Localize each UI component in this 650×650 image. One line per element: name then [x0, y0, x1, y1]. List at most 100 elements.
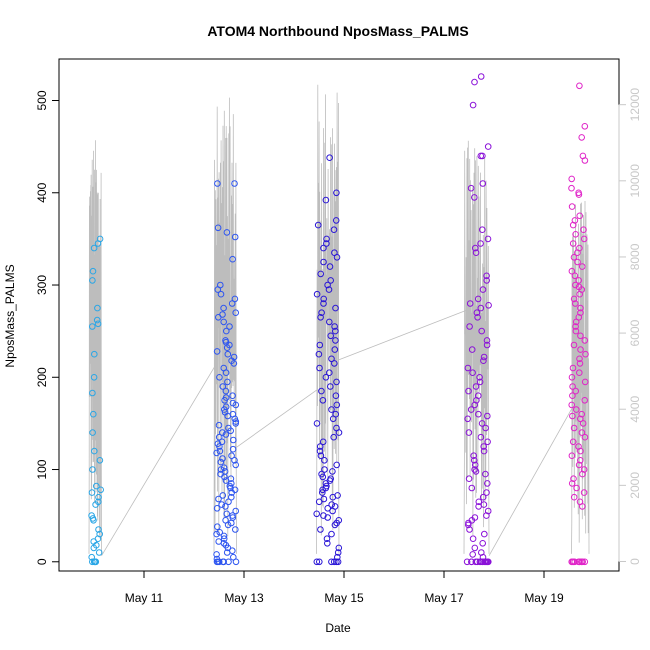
data-point — [464, 364, 472, 372]
data-point — [331, 323, 338, 330]
data-point — [484, 480, 491, 487]
data-point — [472, 468, 480, 475]
data-point — [465, 387, 472, 395]
data-point — [332, 217, 340, 224]
data-point — [569, 240, 577, 247]
data-point — [477, 433, 485, 441]
data-point — [328, 530, 335, 538]
data-point — [577, 457, 584, 464]
data-point — [313, 510, 321, 518]
data-point — [568, 374, 576, 381]
data-point — [328, 501, 336, 508]
data-point — [91, 447, 98, 455]
altitude-line-segment — [571, 200, 590, 554]
y2-tick-label: 12000 — [628, 88, 642, 122]
data-point — [323, 235, 330, 243]
data-point — [326, 263, 334, 270]
data-point — [576, 290, 584, 298]
data-point — [471, 78, 478, 86]
data-point — [97, 486, 104, 494]
data-point — [469, 101, 477, 109]
y-tick-label: 0 — [35, 558, 49, 565]
data-point — [230, 436, 237, 444]
data-point — [473, 309, 481, 317]
altitude-line-segment — [463, 140, 490, 554]
data-point — [333, 189, 340, 197]
data-point — [476, 374, 483, 381]
data-point — [581, 157, 589, 164]
y2-tick-label: 0 — [628, 558, 642, 565]
data-point — [578, 429, 586, 436]
data-point — [214, 224, 222, 232]
data-point — [324, 505, 332, 512]
data-point — [217, 290, 225, 298]
y-tick-label: 200 — [35, 367, 49, 387]
y2-tick-label: 8000 — [628, 243, 642, 270]
data-point — [232, 309, 239, 317]
data-point — [330, 433, 338, 441]
data-point — [217, 458, 225, 466]
data-point — [466, 300, 474, 307]
data-point — [319, 473, 327, 481]
data-point — [465, 519, 472, 527]
data-point — [483, 341, 491, 349]
data-point — [335, 544, 343, 552]
data-point — [317, 452, 325, 460]
data-point — [568, 401, 576, 409]
data-point — [318, 387, 325, 395]
data-point — [227, 427, 234, 435]
data-point — [578, 410, 586, 418]
data-point — [477, 240, 484, 247]
data-point — [572, 281, 579, 289]
data-point — [572, 323, 579, 330]
data-point — [576, 360, 584, 367]
data-point — [215, 421, 223, 429]
data-point — [326, 369, 333, 377]
data-point — [569, 364, 577, 372]
data-point — [472, 244, 479, 252]
data-point — [471, 466, 478, 473]
data-point — [570, 424, 578, 432]
data-point — [332, 327, 339, 335]
data-point — [89, 323, 96, 330]
data-point — [231, 180, 238, 187]
data-point — [213, 505, 221, 512]
data-point — [325, 286, 333, 293]
data-point — [316, 558, 323, 566]
data-point — [575, 461, 583, 469]
y2-tick-label: 10000 — [628, 164, 642, 198]
data-point — [220, 532, 228, 540]
data-point — [484, 143, 492, 150]
altitude-connector — [488, 409, 572, 556]
data-point — [332, 392, 340, 400]
data-point — [328, 355, 335, 363]
data-point — [479, 540, 487, 547]
data-point — [579, 470, 586, 478]
data-point — [480, 443, 488, 450]
data-point — [327, 277, 335, 284]
data-point — [220, 535, 228, 543]
data-point — [578, 134, 586, 141]
data-point — [572, 300, 579, 307]
data-point — [316, 443, 324, 450]
data-point — [573, 406, 580, 413]
data-point — [568, 184, 575, 192]
data-point — [215, 558, 223, 566]
data-point — [475, 410, 482, 418]
data-point — [317, 270, 325, 278]
data-point — [224, 378, 231, 386]
data-point — [223, 327, 230, 335]
data-point — [468, 484, 476, 492]
data-point — [323, 240, 330, 247]
data-point — [482, 558, 490, 566]
data-point — [579, 503, 586, 510]
data-point — [480, 357, 487, 365]
data-point — [474, 295, 482, 303]
data-point — [485, 302, 492, 309]
data-point — [231, 457, 238, 464]
data-point — [90, 244, 98, 252]
data-point — [568, 267, 576, 275]
data-point — [224, 521, 232, 529]
data-point — [483, 337, 491, 344]
data-point — [570, 475, 577, 483]
